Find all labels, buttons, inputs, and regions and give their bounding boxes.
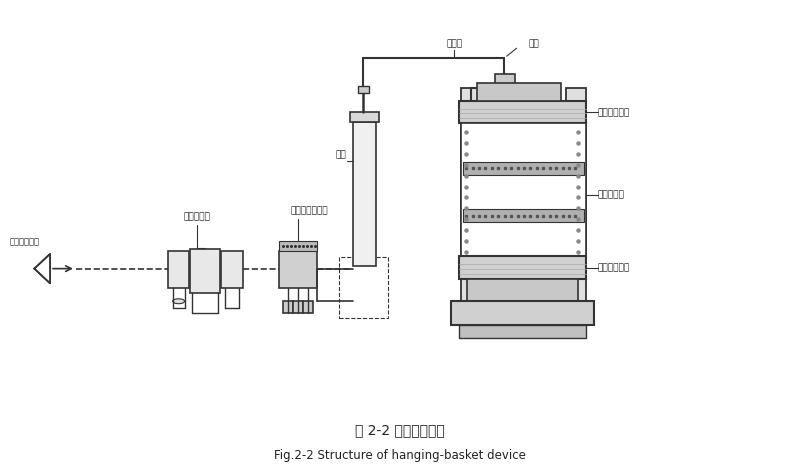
- Text: 顶部密封装置: 顶部密封装置: [598, 108, 630, 117]
- Circle shape: [198, 256, 214, 272]
- Bar: [463, 210, 584, 222]
- Bar: [279, 251, 317, 288]
- Bar: [566, 88, 586, 338]
- Bar: [459, 100, 586, 123]
- Text: 样品筐组件: 样品筐组件: [598, 190, 625, 199]
- Bar: [462, 123, 586, 256]
- Text: 气缸: 气缸: [336, 150, 346, 159]
- Text: 压缩空气进入: 压缩空气进入: [10, 237, 39, 246]
- Circle shape: [498, 74, 511, 87]
- Bar: [303, 301, 313, 313]
- Text: Fig.2-2 Structure of hanging-basket device: Fig.2-2 Structure of hanging-basket devi…: [274, 449, 526, 462]
- Bar: [358, 86, 370, 93]
- Bar: [459, 325, 586, 338]
- Text: 滚轮: 滚轮: [528, 40, 538, 49]
- Bar: [495, 74, 514, 88]
- Text: 钢丝绳: 钢丝绳: [446, 40, 462, 49]
- Bar: [294, 301, 303, 313]
- Bar: [279, 241, 317, 251]
- Bar: [190, 249, 220, 293]
- Bar: [451, 301, 594, 325]
- Circle shape: [226, 258, 238, 270]
- Bar: [221, 251, 243, 288]
- Text: 三位五通电磁阀: 三位五通电磁阀: [290, 207, 328, 216]
- Bar: [477, 83, 561, 100]
- Text: 底部密封装置: 底部密封装置: [598, 263, 630, 272]
- Text: 气源三联件: 气源三联件: [184, 213, 211, 222]
- Text: 图 2-2 吊篮冲击装置: 图 2-2 吊篮冲击装置: [355, 423, 445, 437]
- Bar: [353, 122, 376, 265]
- Bar: [462, 88, 481, 338]
- Bar: [168, 251, 190, 288]
- Bar: [459, 256, 586, 279]
- Bar: [350, 112, 379, 122]
- Ellipse shape: [173, 299, 185, 304]
- Bar: [463, 162, 584, 175]
- Circle shape: [173, 256, 185, 268]
- Bar: [283, 301, 294, 313]
- Bar: [338, 257, 388, 318]
- Bar: [467, 279, 578, 301]
